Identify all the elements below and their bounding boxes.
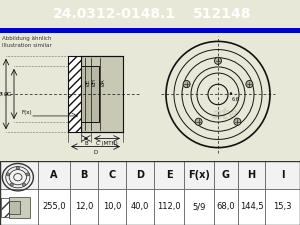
Circle shape [183,81,190,88]
Text: 255,0: 255,0 [42,202,66,211]
Circle shape [246,81,253,88]
Text: 68,0: 68,0 [217,202,235,211]
Bar [154,189,184,225]
Bar [70,161,98,189]
Circle shape [22,183,26,186]
Circle shape [10,183,14,186]
Text: 10,0: 10,0 [103,202,121,211]
Text: 12,0: 12,0 [75,202,93,211]
Text: F(x): F(x) [188,170,210,180]
Text: ØA: ØA [101,79,106,86]
Bar [0,28,300,33]
Bar [81,56,123,132]
Bar [9,197,30,218]
Bar [0,189,38,225]
Text: ØE: ØE [86,79,91,86]
Circle shape [230,92,232,95]
Circle shape [16,166,20,170]
Bar [238,161,265,189]
Text: G: G [222,170,230,180]
Circle shape [214,57,221,64]
Bar [214,161,238,189]
Bar [154,161,184,189]
Bar [265,161,300,189]
Text: ate: ate [212,107,240,122]
Text: 24.0312-0148.1: 24.0312-0148.1 [52,7,176,21]
Circle shape [6,173,10,176]
Text: 512148: 512148 [193,7,251,21]
Bar [38,189,70,225]
Bar [126,189,154,225]
Text: 112,0: 112,0 [157,202,181,211]
Text: C: C [108,170,116,180]
Bar [214,189,238,225]
Text: ØH: ØH [92,79,97,86]
Circle shape [26,173,29,176]
Text: C (MTH): C (MTH) [96,142,118,146]
Circle shape [234,118,241,125]
Text: A: A [50,170,58,180]
Text: 5/9: 5/9 [192,202,206,211]
Text: B: B [80,170,88,180]
Bar [184,161,214,189]
Text: 40,0: 40,0 [131,202,149,211]
Text: D: D [136,170,144,180]
Bar [1,198,9,217]
Bar [0,161,38,189]
Bar [238,189,265,225]
Text: F(x): F(x) [22,110,33,115]
Bar [70,189,98,225]
Text: 144,5: 144,5 [240,202,263,211]
Text: H: H [248,170,256,180]
Bar [184,189,214,225]
Bar [126,161,154,189]
Bar [38,161,70,189]
Text: 15,3: 15,3 [273,202,292,211]
Text: 6,6: 6,6 [232,97,240,101]
Bar [98,189,126,225]
Bar [265,189,300,225]
Bar [81,66,99,122]
Text: D: D [93,150,98,155]
Circle shape [195,118,202,125]
Text: Abbildung ähnlich
Illustration similar: Abbildung ähnlich Illustration similar [2,36,52,48]
Bar [98,161,126,189]
Text: I: I [281,170,284,180]
Text: E: E [166,170,172,180]
Text: ØG: ØG [4,92,12,97]
Bar [68,56,81,132]
Text: ØI: ØI [0,92,4,97]
Text: B: B [84,142,88,146]
Bar [9,201,20,214]
